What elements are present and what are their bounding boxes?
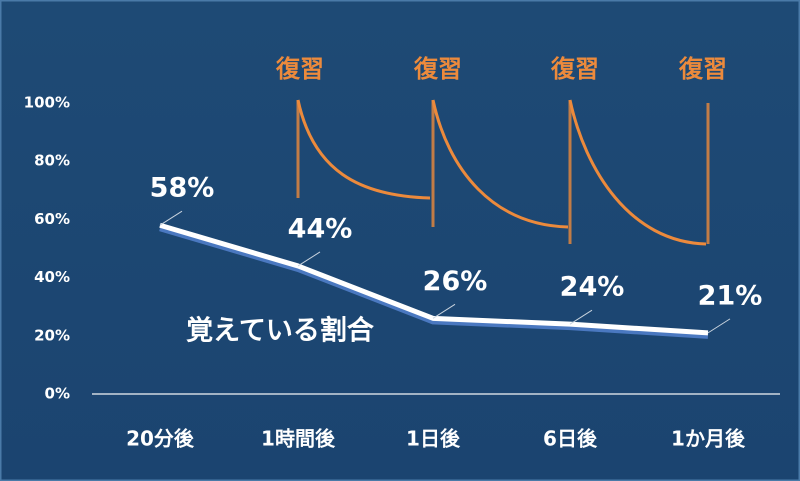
x-tick-label: 1日後 xyxy=(406,427,461,451)
series-label: 覚えている割合 xyxy=(186,315,374,347)
annotation: 復習 xyxy=(275,55,324,83)
annotation: 復習 xyxy=(413,55,462,83)
line-shadow xyxy=(159,225,709,339)
leader xyxy=(297,251,321,267)
leader xyxy=(569,309,593,325)
review-curve xyxy=(296,99,431,200)
value-label: 26% xyxy=(423,266,488,297)
y-tick-label: 0% xyxy=(45,385,70,403)
x-tick-label: 1か月後 xyxy=(671,427,746,451)
leader xyxy=(159,210,183,226)
value-label: 58% xyxy=(150,173,215,204)
y-tick-label: 40% xyxy=(34,268,70,286)
y-tick-label: 100% xyxy=(24,94,70,112)
x-tick-label: 1時間後 xyxy=(261,427,336,451)
leader xyxy=(707,318,731,334)
x-tick-label: 20分後 xyxy=(126,427,195,451)
value-label: 44% xyxy=(288,213,353,244)
leader xyxy=(432,303,456,319)
y-tick-label: 60% xyxy=(34,210,70,228)
review-curve xyxy=(431,99,569,229)
value-label: 21% xyxy=(698,280,763,311)
review-curve xyxy=(568,99,707,246)
value-label: 24% xyxy=(560,272,625,303)
annotation: 復習 xyxy=(550,55,599,83)
annotation: 復習 xyxy=(678,55,727,83)
y-tick-label: 80% xyxy=(34,152,70,170)
x-tick-label: 6日後 xyxy=(543,427,598,451)
y-tick-label: 20% xyxy=(34,326,70,344)
